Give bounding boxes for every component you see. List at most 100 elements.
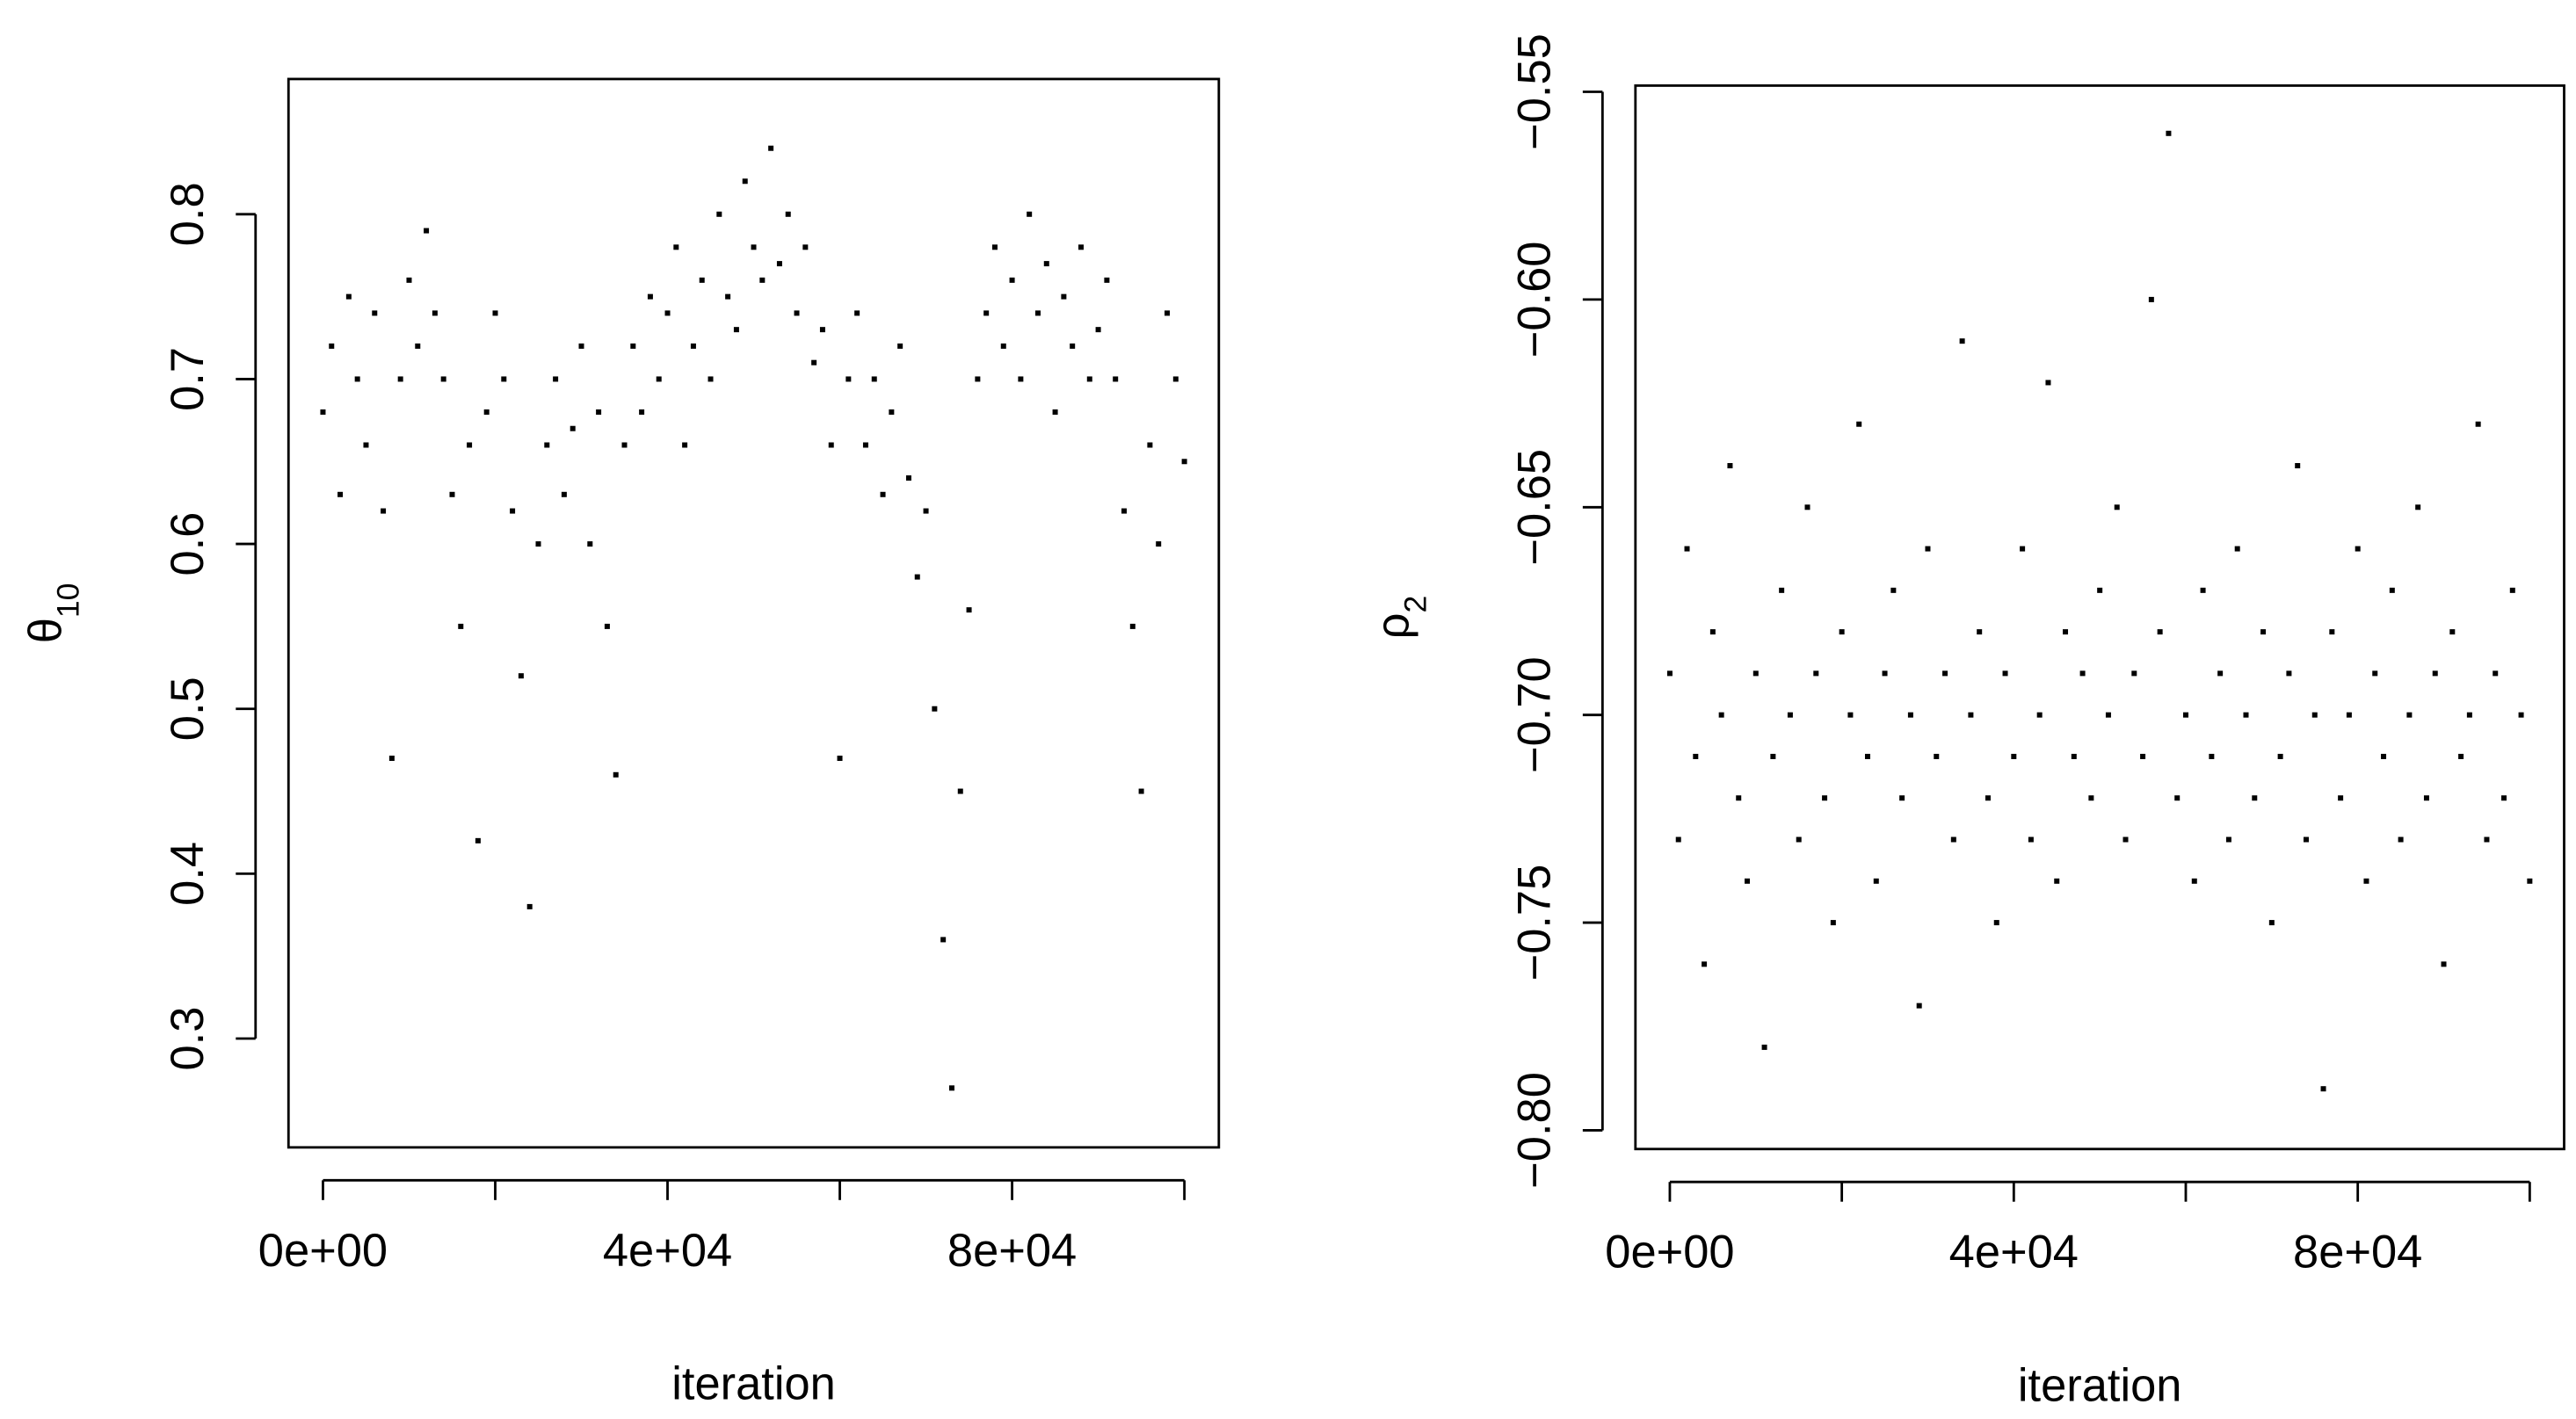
point <box>2406 712 2413 718</box>
point <box>862 442 868 448</box>
point <box>759 277 766 283</box>
point <box>914 574 920 580</box>
point <box>776 261 782 267</box>
point <box>2268 920 2275 926</box>
point <box>811 359 817 366</box>
point <box>1113 376 1119 382</box>
point <box>424 228 430 234</box>
point <box>2028 836 2034 843</box>
point <box>2286 670 2292 677</box>
point <box>320 409 326 415</box>
point <box>2079 670 2086 677</box>
point <box>725 293 731 300</box>
point <box>1052 409 1058 415</box>
x-tick-label: 0e+00 <box>258 1226 388 1277</box>
point <box>2493 670 2499 677</box>
point <box>363 442 369 448</box>
point <box>2389 587 2395 593</box>
point <box>1796 836 1802 843</box>
point <box>2381 753 2387 759</box>
point <box>1916 1003 1922 1009</box>
y-tick-label: −0.60 <box>1509 242 1560 358</box>
point <box>845 376 852 382</box>
point <box>682 442 688 448</box>
plot-frame <box>1634 84 2565 1151</box>
point <box>475 837 481 843</box>
point <box>2209 753 2215 759</box>
point <box>561 491 567 497</box>
panel: 0e+00 4e+04 8e+04 iteration 0.3 0.4 0.5 0.6 0.7 0… <box>21 77 1221 1410</box>
point <box>940 937 947 943</box>
point <box>880 491 886 497</box>
point <box>1138 788 1144 794</box>
point <box>1942 670 1948 677</box>
point <box>2252 795 2258 801</box>
point <box>397 376 403 382</box>
point <box>2484 836 2490 843</box>
point <box>2148 296 2154 302</box>
point <box>751 244 757 250</box>
point <box>1804 504 1810 510</box>
point <box>2217 670 2224 677</box>
y-tick-label: 0.8 <box>163 182 214 246</box>
point <box>785 211 791 217</box>
point <box>1147 442 1153 448</box>
point <box>406 277 412 283</box>
point <box>957 788 963 794</box>
point <box>345 293 352 300</box>
point <box>1156 541 1162 547</box>
point <box>526 903 533 909</box>
point <box>1864 753 1870 759</box>
y-tick-label: −0.75 <box>1509 865 1560 981</box>
point <box>2329 629 2335 635</box>
point <box>1104 277 1110 283</box>
point <box>415 343 421 349</box>
point <box>2157 629 2163 635</box>
point <box>2036 712 2043 718</box>
point <box>664 310 671 316</box>
point <box>2338 795 2344 801</box>
point <box>1727 463 1733 469</box>
y-tick-label: 0.7 <box>163 347 214 411</box>
point <box>1950 836 1956 843</box>
x-tick-label: 4e+04 <box>603 1226 732 1277</box>
point <box>467 442 473 448</box>
point <box>1034 310 1041 316</box>
x-tick-label: 8e+04 <box>2293 1227 2422 1278</box>
point <box>948 1085 954 1091</box>
point <box>2063 629 2069 635</box>
point <box>2105 712 2111 718</box>
y-tick-label: −0.70 <box>1509 656 1560 773</box>
point <box>2423 795 2429 801</box>
point <box>2527 878 2533 884</box>
y-tick-label: −0.55 <box>1509 33 1560 150</box>
point <box>2501 795 2507 801</box>
point <box>604 623 610 629</box>
point <box>1839 629 1845 635</box>
point <box>630 343 636 349</box>
point <box>1761 1044 1767 1050</box>
point <box>1890 587 1897 593</box>
point <box>2475 421 2481 427</box>
point <box>1070 343 1076 349</box>
y-tick-label: 0.4 <box>163 842 214 906</box>
point <box>449 491 455 497</box>
point <box>2320 1086 2326 1092</box>
point <box>1684 546 1690 552</box>
point <box>932 706 938 712</box>
point <box>570 425 576 431</box>
point <box>1752 670 1759 677</box>
point <box>1882 670 1888 677</box>
point <box>535 541 541 547</box>
point <box>1787 712 1793 718</box>
point <box>1709 629 1716 635</box>
point <box>2458 753 2464 759</box>
point <box>1000 343 1006 349</box>
x-tick-label: 0e+00 <box>1605 1227 1734 1278</box>
point <box>1181 459 1187 465</box>
point <box>1907 712 1913 718</box>
point <box>1061 293 1067 300</box>
point <box>329 343 335 349</box>
point <box>2441 961 2447 967</box>
